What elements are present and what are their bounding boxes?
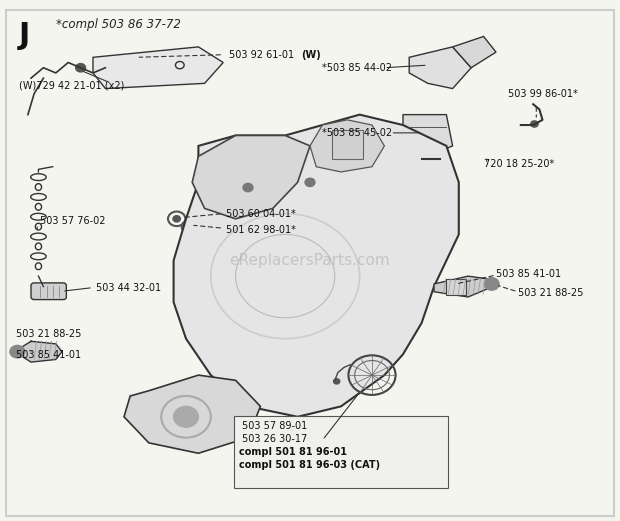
Circle shape	[243, 183, 253, 192]
Polygon shape	[192, 135, 310, 219]
Circle shape	[531, 121, 538, 127]
Polygon shape	[403, 115, 453, 156]
Circle shape	[305, 178, 315, 187]
Text: 503 99 86-01*: 503 99 86-01*	[508, 89, 578, 99]
Polygon shape	[409, 47, 471, 89]
Text: 503 57 89-01: 503 57 89-01	[242, 421, 307, 431]
FancyBboxPatch shape	[446, 279, 466, 295]
Text: compl 501 81 96-01: compl 501 81 96-01	[239, 447, 347, 457]
Text: *503 85 44-02: *503 85 44-02	[322, 63, 392, 73]
Circle shape	[173, 216, 180, 222]
Circle shape	[174, 406, 198, 427]
FancyBboxPatch shape	[234, 416, 448, 488]
Polygon shape	[310, 120, 384, 172]
Text: (W): (W)	[301, 49, 321, 60]
Text: 503 44 32-01: 503 44 32-01	[96, 282, 161, 293]
FancyBboxPatch shape	[6, 10, 614, 516]
Text: 501 62 98-01*: 501 62 98-01*	[226, 225, 296, 235]
Text: 720 18 25-20*: 720 18 25-20*	[484, 159, 554, 169]
Text: (W)729 42 21-01 (x2): (W)729 42 21-01 (x2)	[19, 81, 124, 91]
Text: 503 21 88-25: 503 21 88-25	[518, 288, 583, 299]
Text: 503 85 41-01: 503 85 41-01	[16, 350, 81, 361]
Text: compl 501 81 96-03 (CAT): compl 501 81 96-03 (CAT)	[239, 460, 380, 470]
Circle shape	[334, 379, 340, 384]
Circle shape	[76, 64, 86, 72]
Text: *503 85 45-02: *503 85 45-02	[322, 128, 392, 138]
Text: J: J	[19, 21, 30, 50]
Text: 503 60 04-01*: 503 60 04-01*	[226, 208, 296, 219]
Circle shape	[10, 345, 25, 358]
Text: 503 21 88-25: 503 21 88-25	[16, 329, 81, 340]
Text: *compl 503 86 37-72: *compl 503 86 37-72	[56, 18, 180, 31]
Polygon shape	[19, 341, 62, 362]
Polygon shape	[453, 36, 496, 68]
Text: 503 92 61-01: 503 92 61-01	[229, 49, 298, 60]
Polygon shape	[174, 115, 459, 417]
FancyBboxPatch shape	[31, 283, 66, 300]
Text: eReplacersParts.com: eReplacersParts.com	[229, 253, 391, 268]
Polygon shape	[434, 276, 487, 297]
Circle shape	[186, 224, 192, 229]
Polygon shape	[93, 47, 223, 89]
Text: 503 57 76-02: 503 57 76-02	[40, 216, 106, 227]
Text: 503 85 41-01: 503 85 41-01	[496, 268, 561, 279]
Polygon shape	[124, 375, 260, 453]
FancyBboxPatch shape	[332, 130, 363, 159]
Text: 503 26 30-17: 503 26 30-17	[242, 433, 307, 444]
Circle shape	[484, 278, 499, 290]
